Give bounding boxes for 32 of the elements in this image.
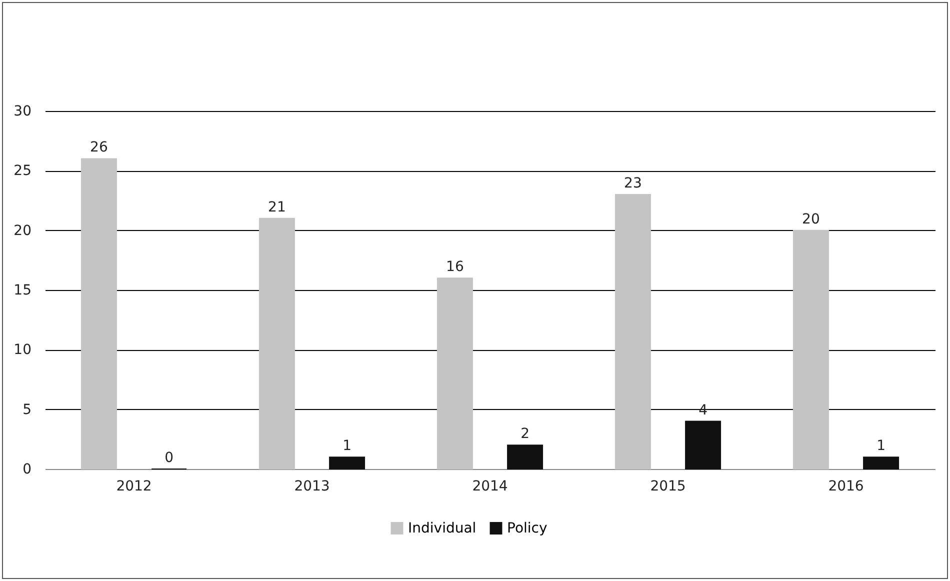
y-tick-label: 25 (14, 163, 32, 180)
data-label: 1 (876, 438, 886, 454)
data-label: 0 (164, 450, 174, 466)
bar (258, 218, 295, 470)
bar (614, 194, 651, 470)
y-tick-label: 5 (22, 402, 32, 418)
bar (792, 230, 829, 470)
y-tick-label: 20 (14, 222, 32, 239)
x-tick-label: 2014 (472, 478, 508, 494)
legend-label: Policy (507, 520, 548, 536)
data-label: 21 (268, 199, 286, 216)
y-tick-label: 10 (14, 342, 32, 358)
x-tick-label: 2016 (828, 478, 864, 494)
bar (329, 456, 366, 470)
data-label: 26 (90, 140, 108, 156)
bar (436, 278, 473, 470)
y-tick-label: 30 (14, 104, 32, 120)
data-label: 2 (520, 426, 530, 442)
x-tick-label: 2015 (650, 478, 686, 494)
bar (685, 420, 722, 470)
legend-label: Individual (408, 520, 476, 536)
bar (507, 444, 544, 470)
bar (80, 158, 117, 470)
data-label: 23 (624, 176, 642, 192)
data-label: 20 (802, 211, 820, 228)
y-tick-label: 15 (14, 282, 32, 298)
x-tick-label: 2013 (294, 478, 330, 494)
x-tick-label: 2012 (116, 478, 152, 494)
data-label: 16 (446, 259, 464, 276)
bar (863, 456, 900, 470)
data-label: 1 (342, 438, 352, 454)
y-tick-label: 0 (22, 462, 32, 478)
